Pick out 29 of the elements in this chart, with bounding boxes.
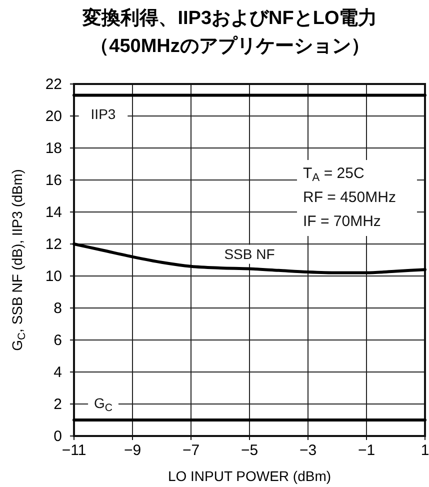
y-tick-label: 4 bbox=[54, 364, 62, 381]
series-label: IIP3 bbox=[90, 106, 116, 122]
series-label: SSB NF bbox=[224, 246, 275, 262]
y-tick-label: 0 bbox=[54, 428, 62, 445]
x-tick-label: −3 bbox=[299, 442, 317, 459]
x-tick-label: −7 bbox=[182, 442, 200, 459]
y-tick-label: 2 bbox=[54, 396, 62, 413]
x-axis-title: LO INPUT POWER (dBm) bbox=[168, 468, 332, 484]
x-tick-label: −1 bbox=[358, 442, 376, 459]
line-series bbox=[72, 242, 426, 274]
x-tick-label: −5 bbox=[240, 442, 258, 459]
x-tick-label: 1 bbox=[420, 442, 429, 459]
y-tick-label: 20 bbox=[45, 108, 62, 125]
y-tick-label: 18 bbox=[45, 140, 62, 157]
chart-subtitle: （450MHzのアプリケーション） bbox=[90, 35, 370, 57]
y-tick-label: 8 bbox=[54, 300, 62, 317]
x-tick-label: −11 bbox=[62, 442, 86, 459]
y-tick-label: 10 bbox=[45, 268, 62, 285]
annotation: RF = 450MHz bbox=[303, 189, 396, 206]
y-tick-label: 16 bbox=[45, 172, 62, 189]
annotation: T$_{A}$ = 25C bbox=[303, 165, 364, 184]
y-tick-label: 6 bbox=[54, 332, 62, 349]
x-tick-label: −9 bbox=[124, 442, 142, 459]
chart-title: 変換利得、IIP3およびNFとLO電力 bbox=[82, 7, 378, 29]
annotation: IF = 70MHz bbox=[303, 213, 381, 230]
series-label: G$_{C}$ bbox=[94, 395, 113, 414]
y-tick-label: 22 bbox=[45, 76, 62, 93]
y-tick-label: 14 bbox=[45, 204, 62, 221]
y-tick-label: 12 bbox=[45, 236, 62, 253]
